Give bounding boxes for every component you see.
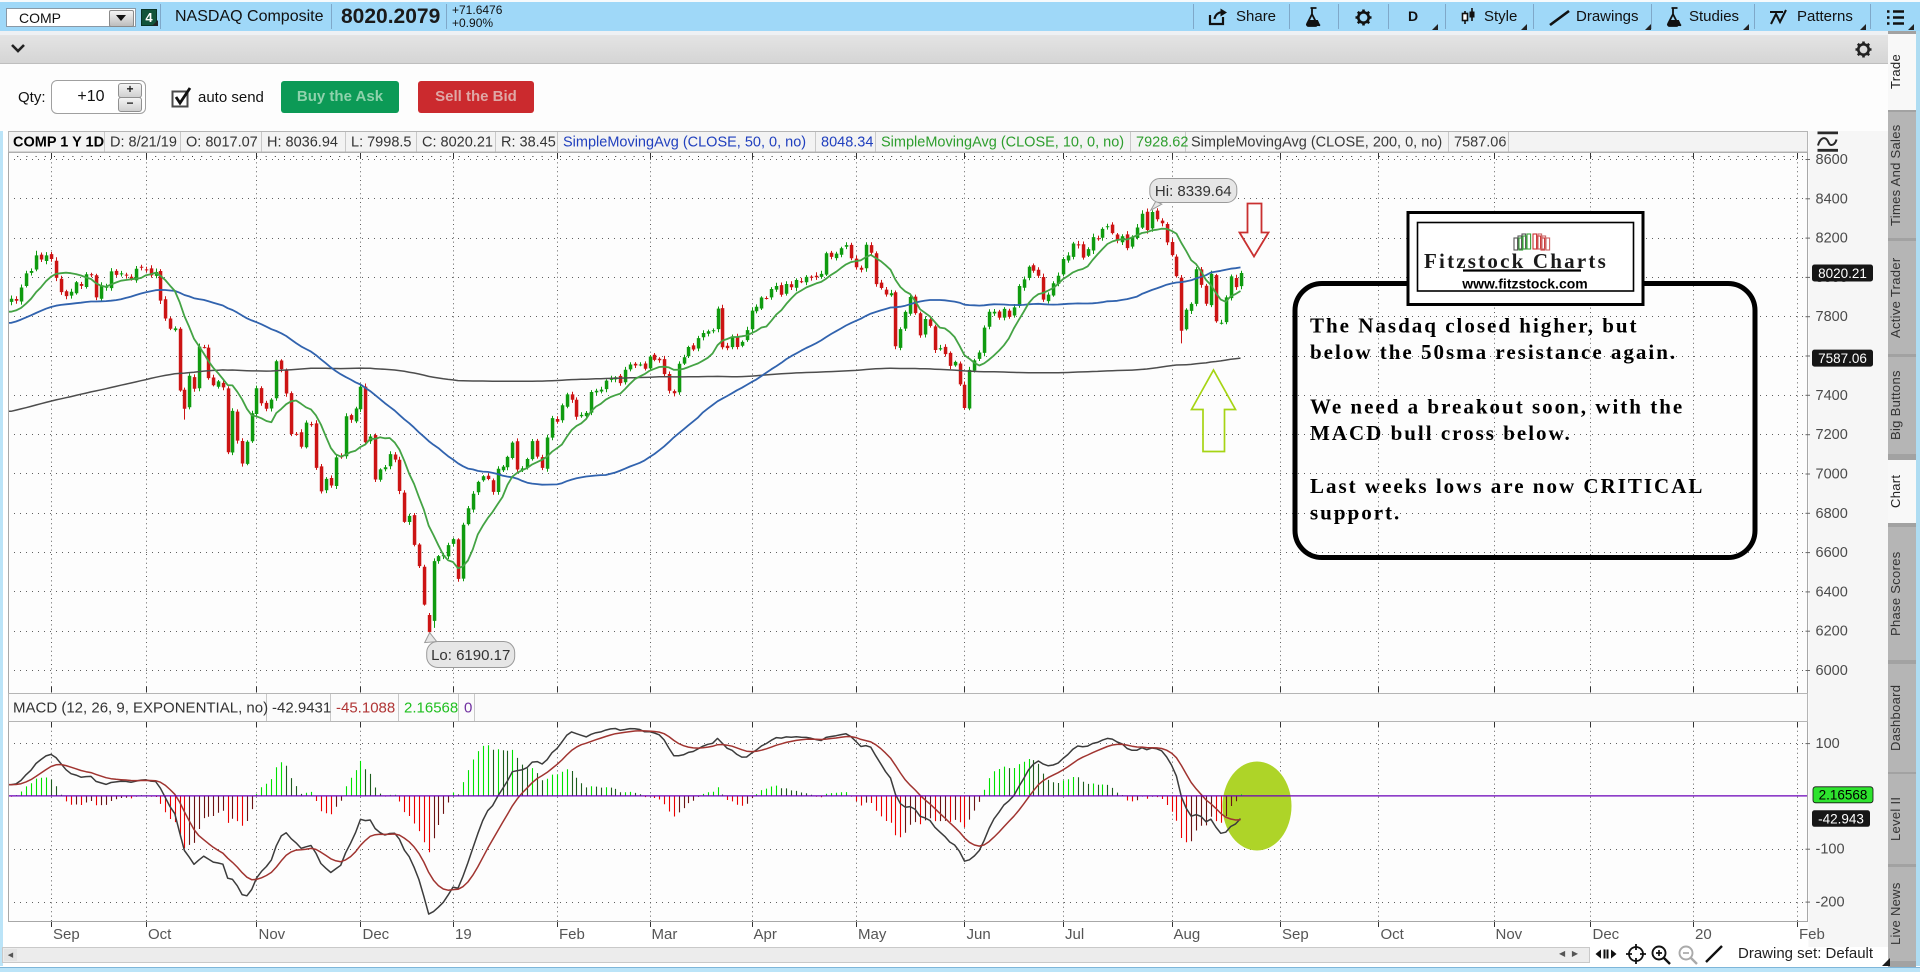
svg-text:Oct: Oct [1381, 926, 1405, 943]
svg-text:C: 8020.21: C: 8020.21 [422, 135, 493, 151]
svg-text:SimpleMovingAvg (CLOSE, 200, 0: SimpleMovingAvg (CLOSE, 200, 0, no) [1191, 135, 1442, 151]
svg-text:Sep: Sep [1282, 926, 1309, 943]
svg-text:COMP 1 Y 1D: COMP 1 Y 1D [13, 135, 104, 151]
svg-text:Hi: 8339.64: Hi: 8339.64 [1155, 183, 1232, 200]
svg-text:-200: -200 [1816, 895, 1845, 911]
svg-text:-100: -100 [1816, 842, 1845, 858]
svg-text:Jul: Jul [1065, 926, 1084, 943]
svg-text:Mar: Mar [652, 926, 678, 943]
svg-text:support.: support. [1310, 501, 1401, 525]
svg-text:100: 100 [1816, 736, 1840, 752]
svg-text:May: May [858, 926, 887, 943]
svg-text:8200: 8200 [1816, 231, 1848, 247]
svg-text:Nov: Nov [1496, 926, 1523, 943]
svg-text:Feb: Feb [1799, 926, 1825, 943]
svg-text:SimpleMovingAvg (CLOSE, 50, 0,: SimpleMovingAvg (CLOSE, 50, 0, no) [563, 135, 806, 151]
svg-text:Last weeks lows are now CRITIC: Last weeks lows are now CRITICAL [1310, 474, 1704, 498]
svg-text:O: 8017.07: O: 8017.07 [186, 135, 258, 151]
svg-text:19: 19 [455, 926, 472, 943]
svg-text:Sep: Sep [53, 926, 80, 943]
svg-text:Dec: Dec [363, 926, 390, 943]
svg-text:MACD bull cross below.: MACD bull cross below. [1310, 421, 1572, 445]
svg-text:6200: 6200 [1816, 624, 1848, 640]
svg-text:2.16568: 2.16568 [1819, 787, 1868, 802]
svg-text:2.16568: 2.16568 [404, 700, 458, 717]
svg-text:The Nasdaq closed higher, but: The Nasdaq closed higher, but [1310, 314, 1639, 338]
svg-text:6600: 6600 [1816, 545, 1848, 561]
svg-text:L: 7998.5: L: 7998.5 [351, 135, 411, 151]
svg-text:D: 8/21/19: D: 8/21/19 [110, 135, 177, 151]
svg-text:-42.9431: -42.9431 [272, 700, 331, 717]
svg-text:-42.943: -42.943 [1818, 811, 1864, 826]
svg-text:20: 20 [1695, 926, 1712, 943]
svg-text:H: 8036.94: H: 8036.94 [267, 135, 338, 151]
svg-text:Oct: Oct [148, 926, 172, 943]
svg-text:8600: 8600 [1816, 152, 1848, 168]
svg-text:www.fitzstock.com: www.fitzstock.com [1461, 276, 1588, 292]
svg-text:Nov: Nov [259, 926, 286, 943]
svg-text:We need a breakout soon, with: We need a breakout soon, with the [1310, 395, 1684, 419]
svg-text:7200: 7200 [1816, 427, 1848, 443]
svg-text:Fitzstock Charts: Fitzstock Charts [1424, 249, 1608, 273]
svg-text:0: 0 [464, 700, 472, 717]
svg-text:Dec: Dec [1593, 926, 1620, 943]
svg-text:-45.1088: -45.1088 [336, 700, 395, 717]
svg-text:7400: 7400 [1816, 388, 1848, 404]
svg-text:MACD (12, 26, 9, EXPONENTIAL,: MACD (12, 26, 9, EXPONENTIAL, no) [13, 700, 268, 717]
svg-text:8048.34: 8048.34 [821, 135, 873, 151]
svg-text:7800: 7800 [1816, 309, 1848, 325]
svg-text:Aug: Aug [1174, 926, 1201, 943]
svg-text:7000: 7000 [1816, 467, 1848, 483]
svg-text:Apr: Apr [754, 926, 777, 943]
svg-text:6000: 6000 [1816, 663, 1848, 679]
svg-text:7587.06: 7587.06 [1818, 351, 1867, 366]
svg-text:Lo: 6190.17: Lo: 6190.17 [431, 647, 510, 664]
svg-text:SimpleMovingAvg (CLOSE, 10, 0,: SimpleMovingAvg (CLOSE, 10, 0, no) [881, 135, 1124, 151]
svg-text:7587.06: 7587.06 [1454, 135, 1506, 151]
svg-text:below the 50sma resistance aga: below the 50sma resistance again. [1310, 340, 1677, 364]
svg-text:8020.21: 8020.21 [1818, 266, 1867, 281]
svg-text:7928.62: 7928.62 [1136, 135, 1188, 151]
svg-text:Feb: Feb [559, 926, 585, 943]
svg-text:6800: 6800 [1816, 506, 1848, 522]
svg-text:Jun: Jun [967, 926, 991, 943]
svg-text:R: 38.45: R: 38.45 [501, 135, 556, 151]
svg-text:6400: 6400 [1816, 584, 1848, 600]
svg-text:8400: 8400 [1816, 191, 1848, 207]
